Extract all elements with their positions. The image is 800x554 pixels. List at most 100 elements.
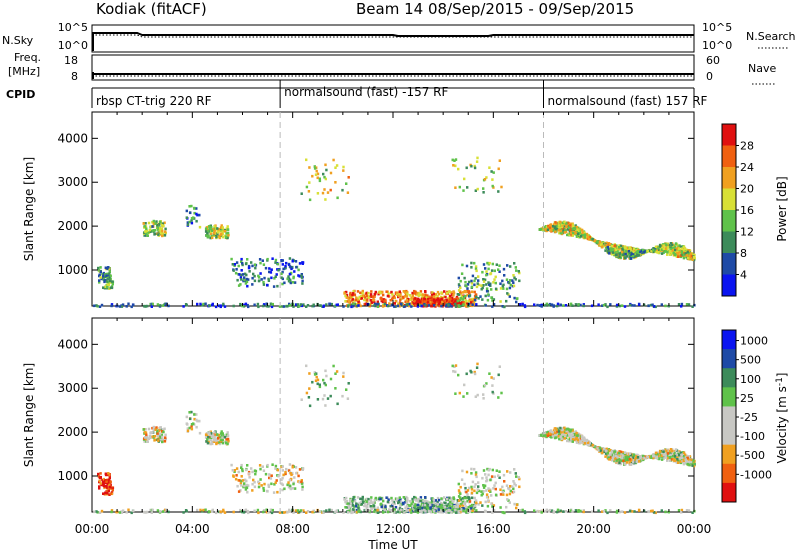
velocity-cell — [613, 459, 616, 463]
power-cell — [518, 303, 522, 306]
power-cell — [152, 229, 155, 232]
power-cell — [482, 280, 486, 283]
velocity-cell — [657, 457, 660, 461]
velocity-cell — [353, 505, 356, 508]
power-cell — [218, 234, 221, 238]
power-cell — [242, 303, 245, 307]
velocity-cell — [357, 505, 360, 508]
velocity-cell — [196, 419, 199, 423]
velocity-cell — [185, 415, 188, 419]
power-cell — [483, 278, 487, 282]
power-cell — [426, 304, 429, 307]
power-cell — [684, 247, 687, 251]
power-cell — [372, 298, 376, 302]
power-cell — [209, 236, 212, 240]
velocity-cell — [470, 467, 473, 471]
power-cell — [626, 252, 630, 256]
power-cell — [350, 305, 353, 309]
velocity-cell — [623, 451, 627, 454]
velocity-cell — [381, 506, 385, 510]
velocity-cell — [470, 370, 473, 374]
velocity-cell — [627, 456, 631, 459]
velocity-cell — [107, 489, 110, 493]
power-cell — [102, 276, 105, 280]
power-cell — [349, 292, 352, 296]
power-cell — [664, 247, 667, 250]
power-cell — [638, 250, 642, 254]
velocity-cell — [366, 506, 369, 509]
power-cell — [251, 264, 254, 268]
velocity-cell — [413, 498, 416, 501]
power-cell — [501, 284, 504, 288]
velocity-cell — [411, 497, 414, 501]
velocity-cell — [284, 472, 287, 475]
power-cell — [549, 229, 552, 232]
velocity-cell — [569, 434, 572, 438]
power-cell — [596, 241, 599, 244]
velocity-cell — [669, 455, 672, 459]
power-cell — [111, 282, 114, 286]
velocity-cell — [347, 509, 350, 513]
power-cell — [434, 303, 437, 307]
power-cell — [638, 303, 641, 306]
power-cell — [159, 232, 163, 235]
power-cell — [556, 302, 560, 306]
velocity-cell — [673, 451, 676, 455]
power-cell — [480, 284, 483, 287]
power-cell — [458, 301, 461, 304]
power-cell — [351, 298, 355, 301]
power-cell — [660, 303, 663, 306]
velocity-cell — [151, 435, 154, 439]
velocity-cell — [624, 458, 627, 462]
power-cell — [572, 230, 576, 233]
velocity-cell — [477, 503, 480, 506]
velocity-cell — [157, 439, 160, 442]
power-cell — [199, 302, 202, 306]
velocity-cell — [429, 506, 432, 510]
power-cell — [436, 297, 440, 300]
power-cell — [659, 244, 662, 247]
power-cell — [559, 229, 562, 233]
power-cell — [152, 222, 155, 225]
power-cell — [457, 293, 461, 296]
velocity-cell — [313, 373, 317, 376]
power-cell — [465, 166, 468, 170]
power-cell — [241, 263, 244, 267]
velocity-cell — [154, 428, 157, 431]
power-cell — [394, 300, 398, 303]
power-cell — [419, 293, 422, 297]
velocity-cell — [448, 496, 451, 500]
velocity-cell — [99, 482, 102, 485]
power-cell — [271, 257, 274, 260]
velocity-cell — [342, 371, 345, 375]
velocity-cell — [240, 479, 243, 483]
velocity-cell — [316, 382, 319, 386]
velocity-cell — [481, 476, 484, 480]
power-cell — [305, 185, 309, 189]
power-cell — [620, 304, 624, 307]
power-cell — [488, 283, 491, 286]
power-cell — [307, 190, 311, 193]
power-cell — [212, 232, 216, 235]
velocity-cell — [604, 452, 608, 455]
power-cell — [571, 304, 574, 307]
velocity-cell — [223, 435, 227, 439]
power-cell — [635, 254, 638, 258]
power-cell — [98, 279, 101, 282]
power-cell — [554, 230, 557, 234]
power-cell — [209, 232, 213, 235]
velocity-cell — [359, 497, 362, 501]
velocity-cell — [334, 510, 337, 514]
velocity-cell — [561, 430, 564, 433]
power-cell — [467, 300, 470, 303]
power-cell — [552, 304, 556, 307]
power-cell — [95, 304, 98, 307]
power-cell — [662, 244, 665, 247]
velocity-cell — [103, 486, 106, 490]
power-cell — [482, 187, 485, 190]
velocity-cell — [474, 499, 478, 503]
velocity-cell — [412, 502, 416, 506]
velocity-cell — [492, 504, 496, 507]
power-cell — [676, 252, 679, 255]
velocity-cell — [355, 508, 358, 512]
